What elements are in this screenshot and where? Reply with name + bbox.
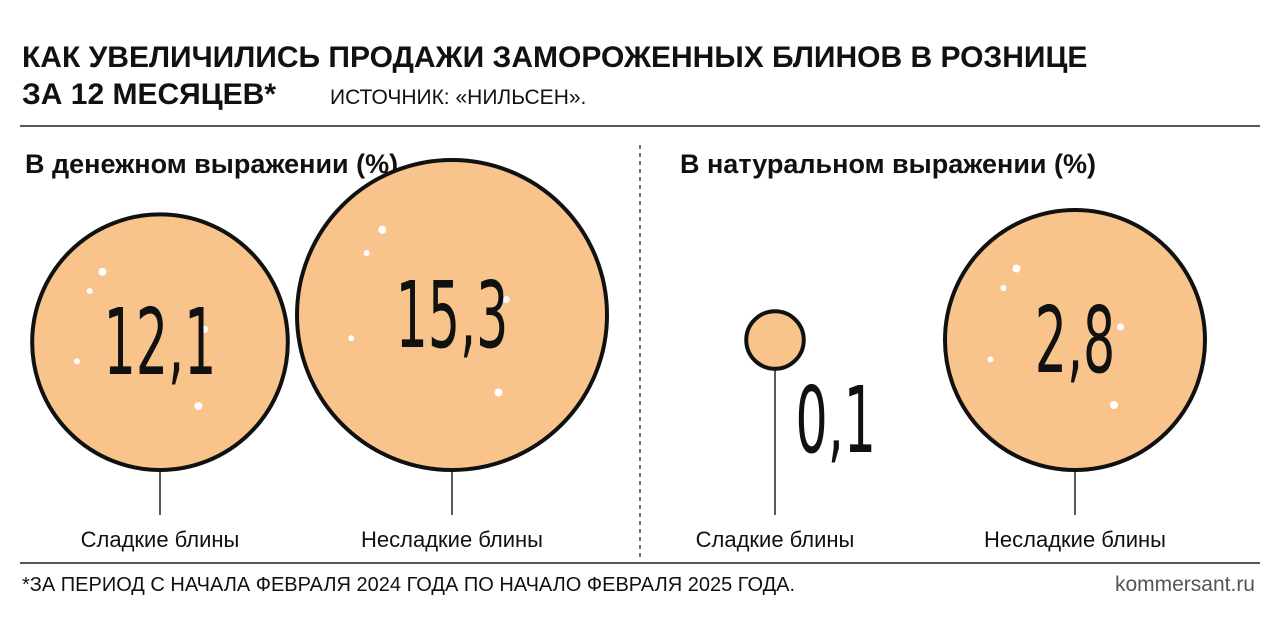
speck [363,250,370,256]
speck [502,296,510,303]
value-label: 2,8 [1035,286,1115,394]
bubble [744,309,806,371]
value-label: 0,1 [796,366,876,474]
bubble [30,212,290,472]
category-label: Сладкие блины [696,527,855,552]
panel-title: В натуральном выражении (%) [680,149,1096,179]
value-label: 15,3 [396,261,509,369]
credit: kommersant.ru [1115,573,1255,596]
title-line: КАК УВЕЛИЧИЛИСЬ ПРОДАЖИ ЗАМОРОЖЕННЫХ БЛИ… [22,41,1087,74]
speck [348,335,355,342]
title-line: ЗА 12 МЕСЯЦЕВ* [22,78,276,111]
speck [1012,264,1021,273]
bubble [943,208,1207,472]
panel-title: В денежном выражении (%) [25,149,398,179]
source: ИСТОЧНИК: «НИЛЬСЕН». [330,86,586,109]
speck [378,225,387,234]
speck [73,358,80,365]
speck [987,356,994,363]
value-label: 12,1 [104,289,217,397]
speck [1117,323,1124,331]
speck [194,402,203,411]
speck [494,388,503,397]
category-label: Несладкие блины [984,527,1166,552]
footnote: *ЗА ПЕРИОД С НАЧАЛА ФЕВРАЛЯ 2024 ГОДА ПО… [22,574,795,596]
category-label: Несладкие блины [361,527,543,552]
bubble [295,158,609,472]
speck [1000,285,1007,291]
speck [1110,401,1118,409]
speck [98,267,107,276]
speck [201,325,209,333]
speck [86,288,93,295]
category-label: Сладкие блины [81,527,240,552]
